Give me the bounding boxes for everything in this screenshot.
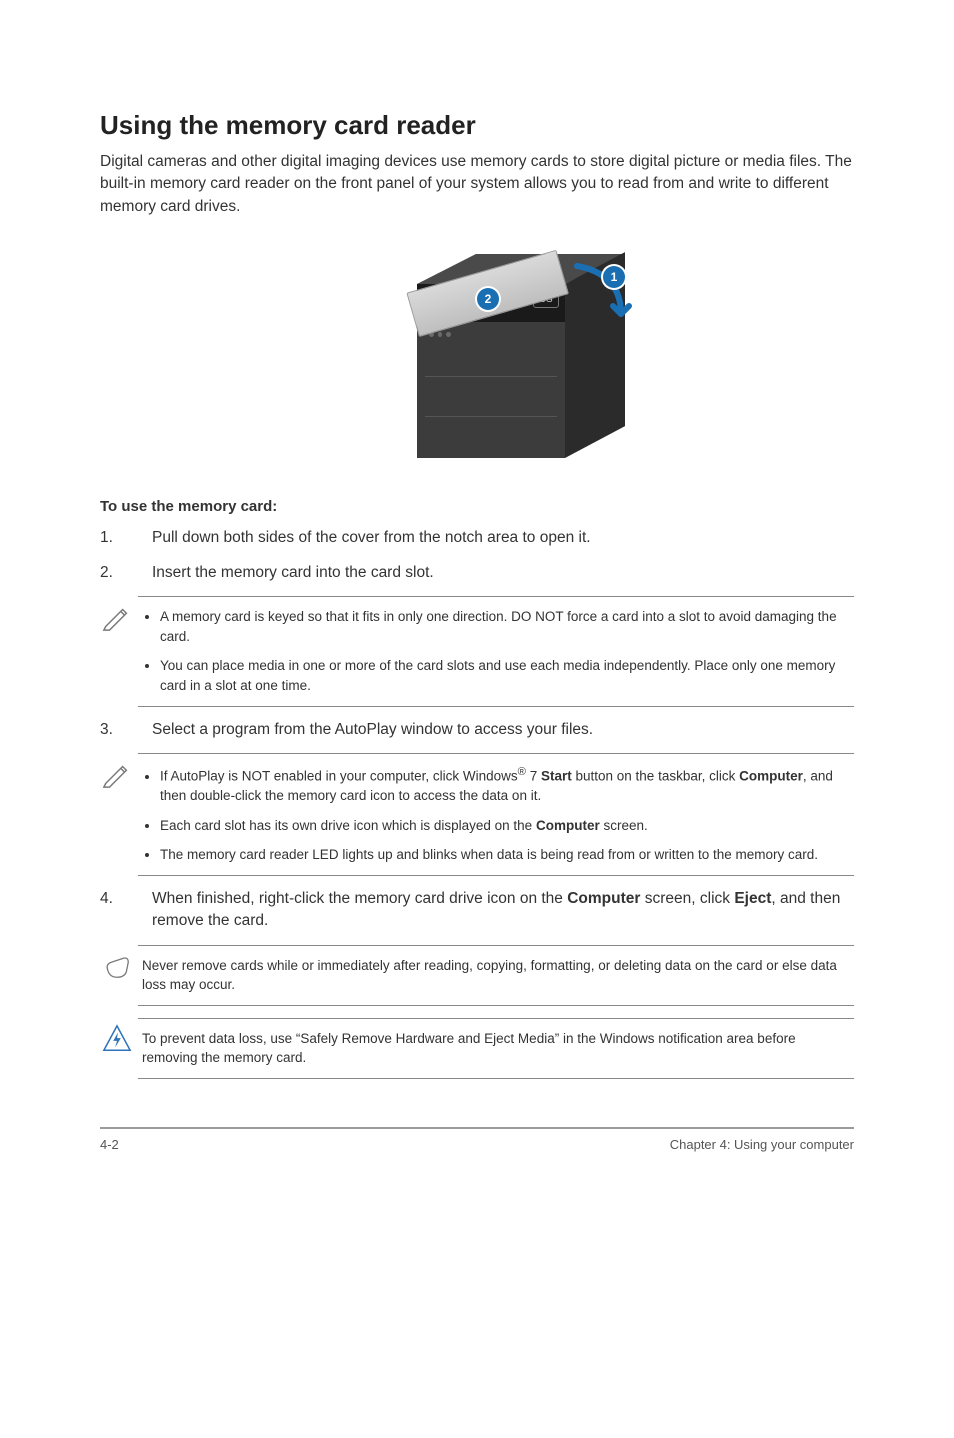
figure-container: CG 1 2: [100, 236, 854, 464]
note-body: A memory card is keyed so that it fits i…: [138, 596, 854, 706]
step-1: 1. Pull down both sides of the cover fro…: [100, 527, 854, 549]
note-body: Never remove cards while or immediately …: [138, 945, 854, 1006]
bold-run: Computer: [536, 818, 600, 833]
text-run: button on the taskbar, click: [572, 769, 739, 784]
page-number: 4-2: [100, 1137, 119, 1152]
pencil-note-icon: [100, 753, 138, 794]
note-text: Never remove cards while or immediately …: [142, 958, 837, 993]
chapter-label: Chapter 4: Using your computer: [670, 1137, 854, 1152]
hand-point-icon: [100, 945, 138, 986]
lightning-warning-icon: [100, 1018, 138, 1059]
text-run: When finished, right-click the memory ca…: [152, 890, 567, 907]
text-run: screen, click: [640, 890, 734, 907]
step-number: 1.: [100, 527, 113, 549]
step-4: 4. When finished, right-click the memory…: [100, 888, 854, 933]
section-title: Using the memory card reader: [100, 110, 854, 141]
note-block-keying: A memory card is keyed so that it fits i…: [100, 596, 854, 706]
note-block-warning-dataloss: To prevent data loss, use “Safely Remove…: [100, 1018, 854, 1079]
step-text: Select a program from the AutoPlay windo…: [152, 721, 593, 738]
bold-run: Start: [541, 769, 572, 784]
open-arrow-icon: [565, 260, 635, 330]
note-body: To prevent data loss, use “Safely Remove…: [138, 1018, 854, 1079]
step-text: Insert the memory card into the card slo…: [152, 564, 434, 581]
registered-mark: ®: [518, 766, 526, 778]
note-text: To prevent data loss, use “Safely Remove…: [142, 1031, 796, 1066]
procedure-heading: To use the memory card:: [100, 498, 854, 515]
note-bullet: You can place media in one or more of th…: [160, 656, 848, 695]
bold-run: Eject: [734, 890, 771, 907]
text-run: screen.: [600, 818, 648, 833]
procedure-list-cont2: 4. When finished, right-click the memory…: [100, 888, 854, 933]
text-run: If AutoPlay is NOT enabled in your compu…: [160, 769, 518, 784]
page-footer: 4-2 Chapter 4: Using your computer: [100, 1127, 854, 1152]
step-text: Pull down both sides of the cover from t…: [152, 529, 591, 546]
note-bullet: Each card slot has its own drive icon wh…: [160, 816, 848, 836]
pencil-note-icon: [100, 596, 138, 637]
bold-run: Computer: [739, 769, 803, 784]
drive-bay-line: [425, 416, 557, 417]
procedure-list-cont: 3. Select a program from the AutoPlay wi…: [100, 719, 854, 741]
note-bullet: The memory card reader LED lights up and…: [160, 845, 848, 865]
text-run: Each card slot has its own drive icon wh…: [160, 818, 536, 833]
note-block-caution-remove: Never remove cards while or immediately …: [100, 945, 854, 1006]
text-run: 7: [526, 769, 541, 784]
bold-run: Computer: [567, 890, 640, 907]
memory-card-reader-figure: CG 1 2: [307, 236, 647, 464]
note-body: If AutoPlay is NOT enabled in your compu…: [138, 753, 854, 876]
note-bullet: If AutoPlay is NOT enabled in your compu…: [160, 764, 848, 806]
step-2: 2. Insert the memory card into the card …: [100, 562, 854, 584]
step-text: When finished, right-click the memory ca…: [152, 890, 840, 929]
drive-bay-line: [425, 376, 557, 377]
step-number: 4.: [100, 888, 113, 910]
step-3: 3. Select a program from the AutoPlay wi…: [100, 719, 854, 741]
note-block-autoplay: If AutoPlay is NOT enabled in your compu…: [100, 753, 854, 876]
note-bullet: A memory card is keyed so that it fits i…: [160, 607, 848, 646]
procedure-list: 1. Pull down both sides of the cover fro…: [100, 527, 854, 584]
step-number: 3.: [100, 719, 113, 741]
step-number: 2.: [100, 562, 113, 584]
led-indicator-dots: [429, 332, 451, 338]
section-intro: Digital cameras and other digital imagin…: [100, 151, 854, 218]
